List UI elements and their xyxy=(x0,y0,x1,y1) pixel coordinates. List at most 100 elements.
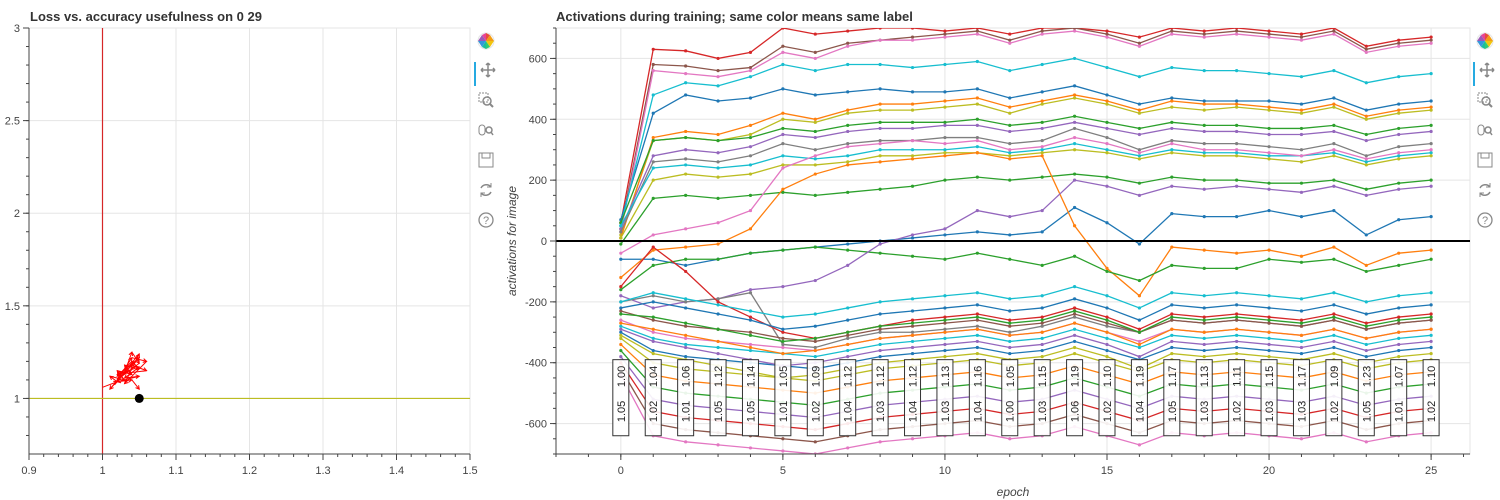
activation-series-point xyxy=(1008,318,1012,322)
reset-tool-icon[interactable] xyxy=(1473,182,1497,206)
activation-series-point xyxy=(619,355,623,359)
bokeh-logo-icon[interactable] xyxy=(474,32,498,56)
activation-series-point xyxy=(1202,108,1206,112)
activation-series-point xyxy=(846,333,850,337)
activation-series-point xyxy=(1040,230,1044,234)
left-trajectory-segment xyxy=(117,366,140,375)
activation-series-point xyxy=(619,327,623,331)
epoch-annotation: 1.02 1.09 xyxy=(1325,359,1343,437)
activation-series-point xyxy=(651,315,655,319)
activation-series-point xyxy=(1364,114,1368,118)
activation-series-point xyxy=(684,355,688,359)
activation-series-point xyxy=(781,50,785,54)
bokeh-logo-icon[interactable] xyxy=(1473,32,1497,56)
reset-tool-icon[interactable] xyxy=(474,182,498,206)
wheel-zoom-tool-icon[interactable] xyxy=(474,122,498,146)
activation-series-point xyxy=(1332,29,1336,33)
activation-series-point xyxy=(1170,99,1174,103)
help-tool-icon[interactable]: ? xyxy=(1473,212,1497,236)
activation-series-point xyxy=(878,312,882,316)
activation-series-point xyxy=(716,221,720,225)
right-y-tick-label: 0 xyxy=(541,236,547,248)
activation-series-point xyxy=(748,330,753,334)
activation-series-point xyxy=(1040,348,1044,353)
activation-series-point xyxy=(1235,345,1239,350)
activation-series-point xyxy=(781,142,785,146)
activation-series-line xyxy=(620,28,1432,223)
activation-series-point xyxy=(910,233,915,237)
activation-series-point xyxy=(1332,154,1336,158)
epoch-annotation: 1.02 1.11 xyxy=(1228,359,1246,437)
activation-series-point xyxy=(1040,154,1044,158)
pan-tool-icon[interactable] xyxy=(474,62,500,86)
activation-series-point xyxy=(651,138,655,143)
activation-series-point xyxy=(684,72,688,76)
left-y-tick-label: 1.5 xyxy=(5,301,20,313)
epoch-annotation-label-1: 1.02 xyxy=(1102,401,1114,422)
activation-series-line xyxy=(620,322,1432,355)
activation-series-point xyxy=(781,449,785,453)
activation-series-point xyxy=(1267,72,1271,76)
epoch-annotation-label-2: 1.13 xyxy=(940,366,952,387)
activation-series-point xyxy=(910,35,915,39)
activation-series-point xyxy=(1008,111,1012,115)
activation-series-point xyxy=(878,87,882,91)
activation-series-point xyxy=(1267,151,1271,155)
activation-series-point xyxy=(1429,35,1433,39)
activation-series-point xyxy=(1397,132,1401,137)
activation-series-point xyxy=(1235,28,1239,30)
activation-series-point xyxy=(910,309,915,313)
activation-series-point xyxy=(1202,129,1206,134)
epoch-annotation-box xyxy=(1033,359,1051,437)
activation-series-point xyxy=(1170,138,1174,143)
activation-series-point xyxy=(1332,303,1336,307)
activation-series-point xyxy=(975,138,979,143)
epoch-annotation-label-2: 1.17 xyxy=(1296,366,1308,387)
activation-series-point xyxy=(619,236,623,240)
activation-series-point xyxy=(878,138,882,143)
activation-series-point xyxy=(619,318,623,322)
activation-series-point xyxy=(1429,351,1433,356)
activation-series-point xyxy=(1397,330,1401,334)
wheel-zoom-tool-icon[interactable] xyxy=(1473,122,1497,146)
activation-series-point xyxy=(651,294,655,298)
activation-series-point xyxy=(1008,309,1012,313)
activation-series-point xyxy=(1267,157,1271,161)
activation-series-point xyxy=(748,315,753,319)
activation-series-point xyxy=(910,102,915,106)
left-current-point-marker xyxy=(134,393,144,403)
activation-series-point xyxy=(716,297,720,301)
activation-series-point xyxy=(1235,142,1239,146)
epoch-annotation-label-2: 1.15 xyxy=(1264,366,1276,387)
activation-series-point xyxy=(1364,81,1368,85)
activation-series-point xyxy=(846,145,850,149)
save-tool-icon[interactable] xyxy=(474,152,498,176)
epoch-annotation-box xyxy=(1066,359,1084,437)
activation-series-point xyxy=(1397,315,1401,319)
help-tool-icon[interactable]: ? xyxy=(474,212,498,236)
activation-series-point xyxy=(1008,123,1012,127)
save-tool-icon[interactable] xyxy=(1473,152,1497,176)
activation-series-point xyxy=(1397,187,1401,191)
epoch-annotation-box xyxy=(1195,359,1213,437)
activation-series-point xyxy=(684,300,688,304)
epoch-annotation-label-1: 1.05 xyxy=(1167,401,1179,422)
activation-series-point xyxy=(1364,154,1368,158)
box-zoom-tool-icon[interactable] xyxy=(474,92,498,116)
epoch-annotation: 1.02 1.09 xyxy=(806,359,824,437)
activation-series-point xyxy=(651,233,655,237)
activation-series-point xyxy=(1202,348,1206,353)
activation-series-point xyxy=(1105,29,1109,33)
epoch-annotation-label-2: 1.14 xyxy=(745,366,757,387)
pan-tool-icon[interactable] xyxy=(1473,62,1499,86)
epoch-annotation-label-2: 1.12 xyxy=(713,366,725,387)
activation-series-point xyxy=(910,437,915,441)
activation-series-point xyxy=(748,333,753,337)
box-zoom-tool-icon[interactable] xyxy=(1473,92,1497,116)
activation-series-point xyxy=(910,65,915,70)
epoch-annotation-box xyxy=(1390,359,1408,437)
activation-series-point xyxy=(1397,154,1401,158)
left-x-tick-label: 1.1 xyxy=(168,465,183,477)
activation-series-point xyxy=(813,148,817,152)
activation-series-point xyxy=(975,312,979,316)
